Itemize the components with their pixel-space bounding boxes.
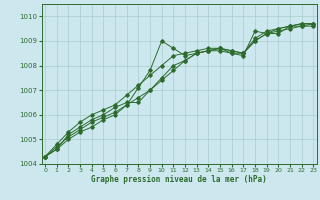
X-axis label: Graphe pression niveau de la mer (hPa): Graphe pression niveau de la mer (hPa) bbox=[91, 175, 267, 184]
